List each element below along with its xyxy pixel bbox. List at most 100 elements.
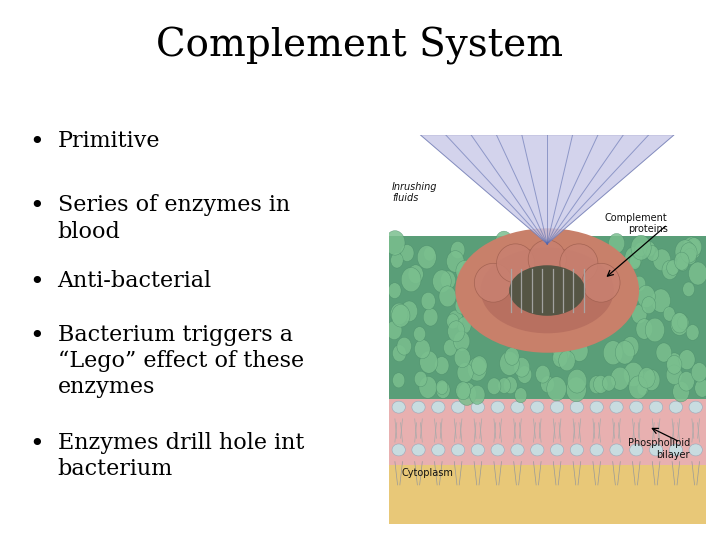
Circle shape (388, 283, 401, 299)
Ellipse shape (392, 401, 405, 413)
Ellipse shape (670, 444, 683, 456)
Ellipse shape (590, 444, 603, 456)
Circle shape (663, 307, 675, 321)
Circle shape (667, 260, 679, 275)
Ellipse shape (570, 444, 583, 456)
Circle shape (559, 350, 575, 371)
Circle shape (667, 355, 682, 374)
Text: Complement
proteins: Complement proteins (605, 213, 667, 234)
Circle shape (391, 253, 403, 268)
Ellipse shape (689, 401, 702, 413)
Circle shape (667, 353, 682, 372)
Ellipse shape (432, 444, 445, 456)
Circle shape (436, 381, 450, 399)
Circle shape (567, 369, 587, 393)
Circle shape (408, 265, 423, 284)
Ellipse shape (412, 444, 425, 456)
Ellipse shape (649, 444, 662, 456)
Circle shape (680, 242, 697, 263)
Circle shape (456, 382, 470, 400)
Circle shape (589, 376, 604, 394)
Circle shape (631, 235, 651, 260)
Text: Bacterium triggers a
“Lego” effect of these
enzymes: Bacterium triggers a “Lego” effect of th… (58, 324, 304, 399)
Circle shape (636, 319, 653, 339)
Ellipse shape (455, 228, 639, 353)
Circle shape (656, 343, 672, 362)
Circle shape (683, 282, 695, 296)
Ellipse shape (451, 444, 464, 456)
Ellipse shape (610, 401, 623, 413)
Ellipse shape (560, 244, 598, 283)
Circle shape (448, 321, 465, 342)
Circle shape (505, 348, 519, 365)
Ellipse shape (472, 401, 485, 413)
Ellipse shape (474, 264, 513, 302)
Circle shape (683, 248, 697, 265)
Circle shape (682, 237, 701, 260)
Ellipse shape (531, 401, 544, 413)
Ellipse shape (412, 401, 425, 413)
Polygon shape (420, 135, 674, 244)
Circle shape (642, 296, 656, 314)
Circle shape (454, 348, 470, 368)
Ellipse shape (491, 401, 504, 413)
Circle shape (420, 351, 438, 373)
Ellipse shape (511, 401, 524, 413)
Circle shape (419, 376, 437, 399)
Text: Phospholipid
bilayer: Phospholipid bilayer (628, 438, 690, 460)
Circle shape (434, 356, 449, 374)
Circle shape (423, 308, 438, 326)
Circle shape (387, 321, 402, 340)
Circle shape (616, 341, 634, 364)
Text: Complement System: Complement System (156, 27, 564, 65)
Ellipse shape (531, 444, 544, 456)
Circle shape (518, 366, 532, 383)
Circle shape (603, 341, 623, 365)
Circle shape (433, 270, 451, 293)
Circle shape (401, 267, 421, 292)
Circle shape (392, 373, 405, 388)
Circle shape (441, 271, 456, 289)
Circle shape (449, 310, 463, 328)
Circle shape (571, 340, 588, 361)
Circle shape (400, 245, 414, 261)
Circle shape (666, 365, 683, 384)
Circle shape (643, 369, 660, 390)
Circle shape (566, 377, 586, 402)
Circle shape (670, 313, 689, 335)
Bar (389, 395, 706, 465)
Circle shape (637, 285, 655, 308)
Circle shape (652, 289, 670, 313)
Circle shape (678, 315, 689, 329)
Circle shape (679, 350, 695, 370)
Text: •: • (29, 324, 43, 348)
Circle shape (457, 317, 471, 334)
Ellipse shape (451, 401, 464, 413)
Circle shape (631, 305, 647, 324)
Circle shape (671, 313, 688, 333)
Circle shape (458, 382, 477, 406)
Circle shape (622, 336, 639, 357)
Text: •: • (29, 432, 43, 456)
Circle shape (675, 240, 695, 264)
Text: •: • (29, 194, 43, 218)
Circle shape (451, 241, 465, 259)
Circle shape (467, 357, 487, 381)
Circle shape (397, 338, 412, 355)
Circle shape (688, 262, 707, 285)
Circle shape (413, 327, 426, 341)
Circle shape (642, 370, 657, 388)
Ellipse shape (392, 444, 405, 456)
Ellipse shape (630, 401, 643, 413)
Circle shape (629, 255, 641, 269)
Circle shape (457, 285, 469, 301)
Circle shape (552, 348, 568, 367)
Circle shape (418, 246, 436, 269)
Text: •: • (29, 270, 43, 294)
Circle shape (414, 371, 427, 387)
Ellipse shape (511, 444, 524, 456)
Circle shape (498, 378, 510, 394)
Circle shape (444, 339, 457, 356)
Circle shape (392, 305, 410, 327)
Ellipse shape (497, 244, 534, 283)
